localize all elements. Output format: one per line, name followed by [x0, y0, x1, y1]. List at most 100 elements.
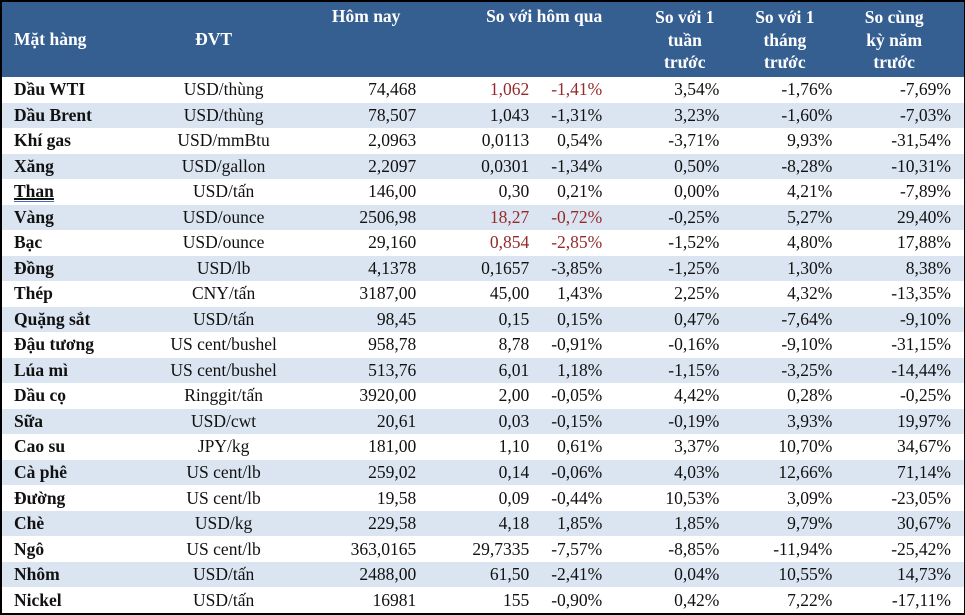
- cell-change_pct: -0,72%: [551, 206, 603, 227]
- table-row: Thép CNY/tấn 3187,00 45,00 1,43% 2,25% 4,32% -1…: [1, 281, 965, 307]
- cell-unit: CNY/tấn: [192, 283, 256, 304]
- cell-unit: US cent/lb: [186, 538, 261, 559]
- commodity-name: Dầu Brent: [14, 104, 92, 125]
- cell-month: 5,27%: [787, 206, 833, 227]
- cell-change: 1,10: [498, 436, 530, 457]
- cell-week: -8,85%: [668, 538, 720, 559]
- cell-week: -1,25%: [668, 257, 720, 278]
- cell-name: Sữa: [1, 409, 161, 435]
- cell-unit: US cent/lb: [186, 487, 261, 508]
- cell-unit: Ringgit/tấn: [184, 385, 263, 406]
- commodity-name: Nhôm: [14, 564, 60, 585]
- cell-change_pct: 1,85%: [557, 513, 603, 534]
- cell-name: Đồng: [1, 256, 161, 282]
- cell-year: 17,88%: [897, 232, 951, 253]
- cell-week: 0,04%: [674, 564, 720, 585]
- cell-week: 0,00%: [674, 181, 720, 202]
- cell-year: -23,05%: [891, 487, 951, 508]
- cell-name: Chè: [1, 511, 161, 537]
- table-row: Đường US cent/lb 19,58 0,09 -0,44% 10,53% 3,09…: [1, 485, 965, 511]
- cell-name: Đường: [1, 485, 161, 511]
- cell-month: 4,32%: [787, 283, 833, 304]
- cell-week: 4,03%: [674, 461, 720, 482]
- table-row: Đậu tương US cent/bushel 958,78 8,78 -0,91% -…: [1, 332, 965, 358]
- cell-name: Thép: [1, 281, 161, 307]
- cell-name: Cà phê: [1, 460, 161, 486]
- cell-today: 2,0963: [368, 130, 417, 151]
- column-header-vs-week: So với 1 tuần trước: [607, 1, 725, 77]
- cell-today: 98,45: [376, 308, 417, 329]
- cell-change_pct: 0,21%: [557, 181, 603, 202]
- commodity-name: Nickel: [14, 589, 62, 610]
- cell-change: 1,043: [489, 104, 530, 125]
- commodity-name: Lúa mì: [14, 359, 68, 380]
- cell-today: 3187,00: [359, 283, 417, 304]
- cell-change_pct: 1,43%: [557, 283, 603, 304]
- commodity-name: Dầu WTI: [14, 79, 86, 100]
- cell-week: -0,19%: [668, 410, 720, 431]
- cell-name: Dầu cọ: [1, 383, 161, 409]
- commodity-name: Quặng sắt: [14, 308, 91, 329]
- cell-name: Khí gas: [1, 128, 161, 154]
- cell-unit: US cent/lb: [186, 461, 261, 482]
- cell-today: 3920,00: [359, 385, 417, 406]
- table-row: Lúa mì US cent/bushel 513,76 6,01 1,18% -1,15…: [1, 357, 965, 384]
- cell-unit: USD/tấn: [192, 308, 255, 329]
- table-row: Bạc USD/ounce 29,160 0,854 -2,85% -1,52% 4,80%…: [1, 230, 965, 256]
- cell-week: 0,50%: [674, 155, 720, 176]
- table-header: Mặt hàng ĐVT Hôm nay So với hôm qua So v…: [1, 1, 965, 77]
- cell-change: 2,00: [498, 385, 530, 406]
- cell-month: 0,28%: [787, 385, 833, 406]
- commodity-name: Xăng: [14, 155, 54, 176]
- cell-today: 2506,98: [359, 206, 417, 227]
- commodity-name: Đồng: [14, 257, 54, 278]
- table-row: Ngô US cent/lb 363,0165 29,7335 -7,57% -8,85%…: [1, 536, 965, 562]
- cell-month: -11,94%: [773, 538, 833, 559]
- cell-week: 2,25%: [674, 283, 720, 304]
- commodity-name: Dầu cọ: [14, 385, 67, 406]
- cell-unit: USD/gallon: [181, 155, 266, 176]
- cell-year: 71,14%: [897, 461, 951, 482]
- cell-week: -1,52%: [668, 232, 720, 253]
- cell-year: 14,73%: [897, 564, 951, 585]
- table-row: Chè USD/kg 229,58 4,18 1,85% 1,85% 9,79% 30,67%: [1, 510, 965, 537]
- cell-today: 363,0165: [350, 538, 417, 559]
- cell-month: 4,21%: [787, 181, 833, 202]
- table-row: Dầu Brent USD/thùng 78,507 1,043 -1,31% 3,23%…: [1, 102, 965, 129]
- cell-change_pct: 0,61%: [557, 436, 603, 457]
- cell-change: 61,50: [489, 564, 530, 585]
- cell-today: 19,58: [376, 487, 417, 508]
- cell-change_pct: 0,15%: [557, 308, 603, 329]
- cell-name: Dầu WTI: [1, 77, 161, 103]
- column-header-vs-yesterday: So với hôm qua: [421, 1, 608, 77]
- table-row: Khí gas USD/mmBtu 2,0963 0,0113 0,54% -3,71% 9…: [1, 128, 965, 154]
- cell-week: 4,42%: [674, 385, 720, 406]
- cell-month: 10,70%: [778, 436, 833, 457]
- cell-change_pct: -1,41%: [551, 79, 603, 100]
- cell-today: 74,468: [368, 79, 417, 100]
- commodity-name: Cà phê: [14, 461, 67, 482]
- cell-today: 2,2097: [368, 155, 417, 176]
- cell-month: -9,10%: [781, 334, 833, 355]
- cell-change_pct: -0,90%: [551, 589, 603, 610]
- cell-unit: USD/lb: [196, 257, 251, 278]
- cell-change_pct: -0,05%: [551, 385, 603, 406]
- commodity-name: Đậu tương: [14, 334, 94, 355]
- cell-name: Quặng sắt: [1, 307, 161, 333]
- cell-week: 10,53%: [665, 487, 720, 508]
- cell-week: -0,25%: [668, 206, 720, 227]
- cell-change_pct: 1,18%: [557, 359, 603, 380]
- cell-year: 8,38%: [905, 257, 951, 278]
- cell-change: 0,14: [498, 461, 530, 482]
- cell-change_pct: -0,06%: [551, 461, 603, 482]
- cell-name: Cao su: [1, 434, 161, 460]
- cell-unit: USD/tấn: [192, 564, 255, 585]
- cell-change: 0,09: [498, 487, 530, 508]
- cell-name: Bạc: [1, 230, 161, 256]
- cell-week: -1,15%: [668, 359, 720, 380]
- table-row: Xăng USD/gallon 2,2097 0,0301 -1,34% 0,50% -8,…: [1, 153, 965, 180]
- cell-month: -1,76%: [781, 79, 833, 100]
- cell-change: 155: [502, 589, 530, 610]
- cell-name: Lúa mì: [1, 358, 161, 384]
